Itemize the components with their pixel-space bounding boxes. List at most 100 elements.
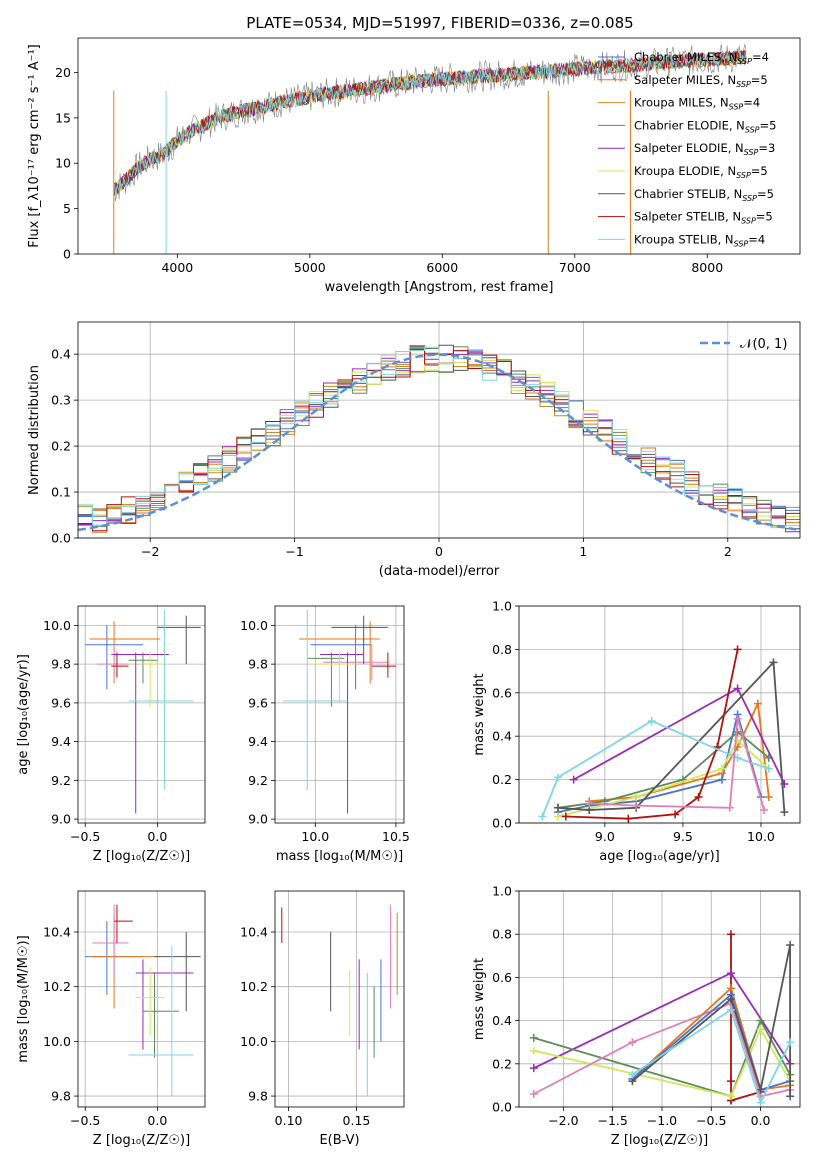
mass_vs_Z-plot-area xyxy=(85,904,201,1097)
y-tick-label: 1.0 xyxy=(492,884,512,899)
mass-weight-marker xyxy=(726,1092,735,1101)
mass-weight-marker xyxy=(769,658,778,667)
mass_vs_EBV-xlabel: E(B-V) xyxy=(319,1133,359,1148)
legend-rest: =3 xyxy=(758,141,775,155)
y-tick-label: 0.2 xyxy=(492,772,512,787)
age_vs_Z-xlabel: Z [log₁₀(Z/Z☉)] xyxy=(93,849,190,864)
x-tick-label: 0.15 xyxy=(343,1113,371,1128)
legend-label-salpeter-stelib: Salpeter STELIB, NSSP=5 xyxy=(634,210,773,226)
mass-weight-marker xyxy=(725,803,734,812)
mass-weight-marker xyxy=(561,812,570,821)
residual-histogram-kroupa-stelib xyxy=(78,346,800,538)
mass-weight-marker xyxy=(756,1025,765,1034)
residuals-plot-area xyxy=(78,344,800,538)
x-tick-label: −0.5 xyxy=(70,829,100,844)
weight_vs_Z-frame xyxy=(518,890,801,1108)
mass-weight-marker xyxy=(694,792,703,801)
mass-weight-marker xyxy=(760,805,769,814)
y-tick-label: 9.4 xyxy=(51,734,71,749)
legend-subscript: SSP xyxy=(736,171,751,180)
y-tick-label: 10.2 xyxy=(43,979,71,994)
mass-weight-marker xyxy=(647,717,656,726)
mass-weight-marker xyxy=(529,1064,538,1073)
mass-weight-marker xyxy=(529,1046,538,1055)
mass-weight-marker xyxy=(733,684,742,693)
mass_vs_Z-ylabel: mass [log₁₀(M/M☉)] xyxy=(16,935,31,1062)
x-tick-label: 4000 xyxy=(161,260,193,275)
legend-label-salpeter-elodie: Salpeter ELODIE, NSSP=3 xyxy=(634,141,775,157)
mass-weight-marker xyxy=(529,1090,538,1099)
y-tick-label: 9.2 xyxy=(51,773,71,788)
y-tick-label: 10.4 xyxy=(43,925,71,940)
legend-label-gaussian: 𝒩(0, 1) xyxy=(740,337,787,352)
y-tick-label: 1.0 xyxy=(492,599,512,614)
mass-weight-marker xyxy=(733,645,742,654)
legend-subscript: SSP xyxy=(734,239,749,248)
legend-label-salpeter-miles: Salpeter MILES, NSSP=5 xyxy=(634,73,768,89)
weight_vs_age-plot-area xyxy=(538,645,789,823)
legend-subscript: SSP xyxy=(745,125,760,134)
legend-subscript: SSP xyxy=(729,103,744,112)
mass-weight-marker xyxy=(628,1038,637,1047)
y-tick-label: 9.6 xyxy=(51,695,71,710)
x-tick-label: 0.0 xyxy=(751,1113,771,1128)
y-tick-label: 0.4 xyxy=(492,1013,512,1028)
x-tick-label: 8000 xyxy=(691,260,723,275)
legend-label-kroupa-miles: Kroupa MILES, NSSP=4 xyxy=(634,96,760,112)
mass-weight-marker xyxy=(753,699,762,708)
y-tick-label: 10.0 xyxy=(43,1034,71,1049)
mass-weight-marker xyxy=(786,1092,795,1101)
y-tick-label: 0.4 xyxy=(492,729,512,744)
legend-rest: =5 xyxy=(751,164,768,178)
mass-weight-marker xyxy=(764,764,773,773)
legend-subscript: SSP xyxy=(742,194,757,203)
legend-subscript: SSP xyxy=(736,80,751,89)
mass-weight-line-kroupa-stelib xyxy=(631,1008,791,1106)
x-tick-label: 2 xyxy=(724,544,732,559)
legend-label-chabrier-stelib: Chabrier STELIB, NSSP=5 xyxy=(634,187,774,203)
figure-title: PLATE=0534, MJD=51997, FIBERID=0336, z=0… xyxy=(246,14,633,32)
mass-weight-marker xyxy=(726,969,735,978)
mass-weight-marker xyxy=(624,814,633,823)
x-tick-label: 10.0 xyxy=(301,829,329,844)
legend-label-kroupa-stelib: Kroupa STELIB, NSSP=4 xyxy=(634,232,765,248)
mass-weight-marker xyxy=(780,808,789,817)
y-tick-label: 10.0 xyxy=(240,1034,268,1049)
x-tick-label: 5000 xyxy=(294,260,326,275)
mass-weight-marker xyxy=(726,995,735,1003)
age_vs_Z-frame xyxy=(77,605,206,824)
age_vs_mass-xlabel: mass [log₁₀(M/M☉)] xyxy=(276,849,403,864)
model-spectrum-salpeter-stelib xyxy=(113,49,747,194)
mass-weight-line-salpeter-stelib xyxy=(565,649,739,820)
legend-rest: =5 xyxy=(757,187,774,201)
y-tick-label: 0.0 xyxy=(51,531,71,546)
x-tick-label: 7000 xyxy=(559,260,591,275)
mass-weight-marker xyxy=(726,930,735,939)
y-tick-label: 0.0 xyxy=(492,1100,512,1115)
legend-label-chabrier-elodie: Chabrier ELODIE, NSSP=5 xyxy=(634,118,776,134)
y-tick-label: 0.3 xyxy=(51,393,71,408)
y-tick-label: 0.0 xyxy=(492,816,512,831)
model-spectrum-kroupa-stelib xyxy=(113,50,747,196)
mass_vs_Z-xlabel: Z [log₁₀(Z/Z☉)] xyxy=(93,1133,190,1148)
legend-rest: =4 xyxy=(743,96,760,110)
x-tick-label: −1.5 xyxy=(597,1113,627,1128)
mass-weight-line-chabrier-miles xyxy=(557,710,762,813)
weight_vs_Z-xlabel: Z [log₁₀(Z/Z☉)] xyxy=(611,1133,708,1148)
mass_vs_Z-frame xyxy=(77,890,206,1108)
y-tick-label: 10.0 xyxy=(43,618,71,633)
y-tick-label: 10.2 xyxy=(240,979,268,994)
mass-weight-marker xyxy=(764,792,773,801)
mass-weight-marker xyxy=(756,1016,765,1025)
mass-weight-marker xyxy=(726,1077,735,1086)
legend-subscript: SSP xyxy=(737,57,752,66)
mass_vs_EBV-frame xyxy=(274,890,405,1108)
y-tick-label: 9.4 xyxy=(248,734,268,749)
mass-weight-line-chabrier-stelib xyxy=(557,660,786,813)
legend-rest: =5 xyxy=(760,118,777,132)
legend-rest: =4 xyxy=(748,232,765,246)
y-tick-label: 0.6 xyxy=(492,685,512,700)
x-tick-label: 6000 xyxy=(426,260,458,275)
x-tick-label: −2.0 xyxy=(548,1113,578,1128)
y-tick-label: 10 xyxy=(55,156,71,171)
